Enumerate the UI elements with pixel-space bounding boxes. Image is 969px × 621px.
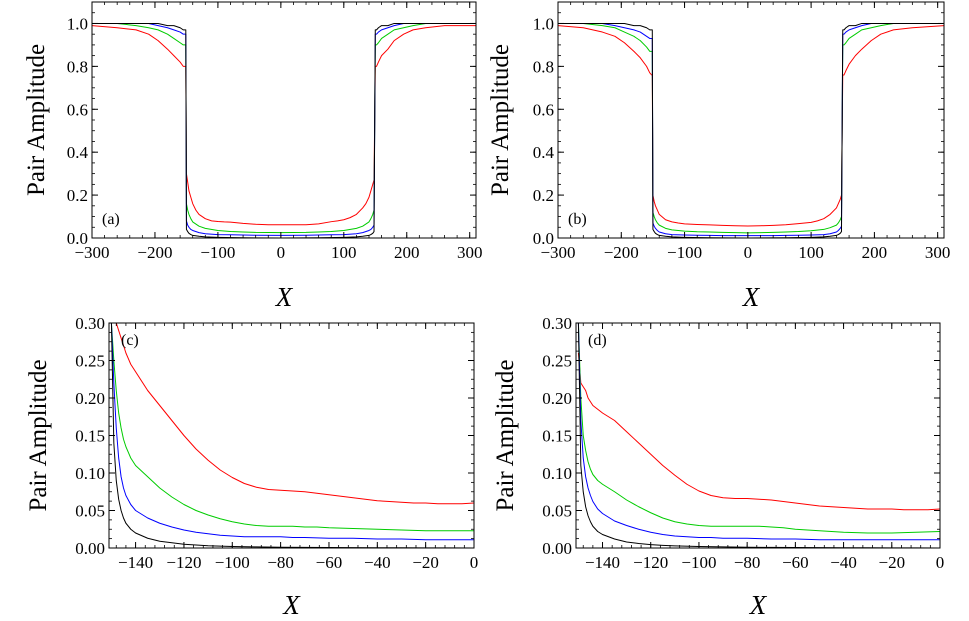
x-tick-label: −60: [782, 553, 809, 572]
y-axis-label: Pair Amplitude: [25, 359, 52, 511]
series-line-1: [558, 25, 944, 227]
y-tick-label: 0.20: [542, 389, 572, 408]
y-tick-label: 0.25: [75, 352, 105, 371]
x-tick-label: 0: [277, 243, 286, 262]
series-line-2: [577, 323, 940, 534]
y-tick-label: 0.15: [542, 427, 572, 446]
x-tick-label: 100: [798, 243, 824, 262]
y-tick-label: 0.15: [75, 427, 105, 446]
x-tick-label: −80: [734, 553, 761, 572]
x-tick-label: −40: [830, 553, 857, 572]
y-tick-label: 0.05: [542, 502, 572, 521]
series-group: [558, 22, 944, 238]
x-tick-label: −200: [604, 243, 639, 262]
y-tick-label: 0.10: [75, 464, 105, 483]
y-tick-label: 0.00: [75, 539, 105, 558]
x-tick-label: 0: [936, 553, 945, 572]
series-group: [110, 323, 474, 548]
x-tick-label: −100: [667, 243, 702, 262]
y-tick-label: 0.8: [67, 57, 88, 76]
x-tick-label: −200: [137, 243, 172, 262]
series-line-2: [92, 22, 476, 234]
y-tick-label: 0.8: [533, 57, 554, 76]
panel-label: (c): [121, 332, 139, 349]
x-tick-label: −120: [633, 553, 668, 572]
y-axis-label: Pair Amplitude: [492, 359, 519, 511]
y-axis-label: Pair Amplitude: [23, 44, 50, 196]
y-tick-label: 0.10: [542, 464, 572, 483]
x-tick-label: −40: [364, 553, 391, 572]
panel-a: −300 −200 −100 0 100 200 300 0.0 0.2 0.4 0.6 0.8 1.0…: [23, 1, 483, 312]
series-line-1: [577, 352, 940, 511]
y-tick-label: 0.05: [75, 502, 105, 521]
series-line-3: [92, 22, 476, 236]
x-tick-label: −100: [681, 553, 716, 572]
series-line-3: [110, 323, 474, 541]
y-tick-label: 0.30: [75, 314, 105, 333]
series-line-2: [110, 323, 474, 532]
series-group: [577, 323, 940, 548]
series-line-4: [92, 22, 476, 238]
x-tick-label: −20: [412, 553, 439, 572]
panel-label: (a): [102, 211, 120, 228]
x-tick-label: 300: [925, 243, 951, 262]
x-tick-label: 200: [394, 243, 420, 262]
y-tick-label: 0.6: [67, 100, 88, 119]
panel-c: −140 −120 −100 −80 −60 −40 −20 0 0.00 0.05 0.10 0.1…: [25, 314, 478, 620]
y-tick-label: 0.4: [533, 143, 555, 162]
series-line-4: [558, 22, 944, 238]
x-tick-label: 200: [862, 243, 888, 262]
y-tick-label: 0.0: [67, 229, 88, 248]
panel-d: −140 −120 −100 −80 −60 −40 −20 0 0.00 0.05 0.10 0.1…: [492, 314, 944, 620]
x-tick-label: −300: [540, 243, 575, 262]
x-tick-label: 0: [744, 243, 753, 262]
plot-frame: [91, 1, 477, 239]
y-axis-label: Pair Amplitude: [487, 44, 514, 196]
plot-frame: [108, 322, 475, 549]
series-line-2: [558, 22, 944, 234]
x-tick-label: −60: [316, 553, 343, 572]
panel-label: (b): [568, 211, 587, 228]
y-tick-label: 1.0: [67, 14, 88, 33]
y-tick-label: 0.2: [67, 186, 88, 205]
y-tick-label: 0.6: [533, 100, 554, 119]
x-tick-label: −300: [74, 243, 109, 262]
x-tick-label: −80: [267, 553, 294, 572]
x-tick-label: −120: [166, 553, 201, 572]
y-tick-label: 0.4: [67, 143, 89, 162]
y-tick-label: 0.00: [542, 539, 572, 558]
series-line-3: [577, 323, 940, 541]
x-axis-label: X: [275, 282, 294, 312]
y-tick-label: 0.0: [533, 229, 554, 248]
x-tick-label: 300: [457, 243, 483, 262]
y-tick-label: 0.2: [533, 186, 554, 205]
x-tick-label: −20: [878, 553, 905, 572]
x-axis-label: X: [282, 590, 301, 620]
y-tick-label: 0.30: [542, 314, 572, 333]
x-tick-label: −100: [200, 243, 235, 262]
panel-b: −300 −200 −100 0 100 200 300 0.0 0.2 0.4 0.6 0.8 1.0…: [487, 1, 951, 312]
x-axis-label: X: [749, 590, 768, 620]
series-group: [92, 22, 476, 238]
series-line-3: [558, 22, 944, 237]
x-tick-label: −140: [585, 553, 620, 572]
series-line-4: [577, 323, 940, 548]
x-tick-label: −140: [118, 553, 153, 572]
x-tick-label: −100: [215, 553, 250, 572]
y-tick-label: 0.25: [542, 352, 572, 371]
panel-label: (d): [588, 332, 607, 349]
series-line-1: [92, 25, 476, 226]
x-axis-label: X: [742, 282, 761, 312]
series-line-4: [110, 323, 474, 548]
y-tick-label: 0.20: [75, 389, 105, 408]
x-tick-label: 0: [470, 553, 479, 572]
series-line-1: [115, 323, 474, 505]
x-tick-label: 100: [331, 243, 357, 262]
y-tick-label: 1.0: [533, 14, 554, 33]
